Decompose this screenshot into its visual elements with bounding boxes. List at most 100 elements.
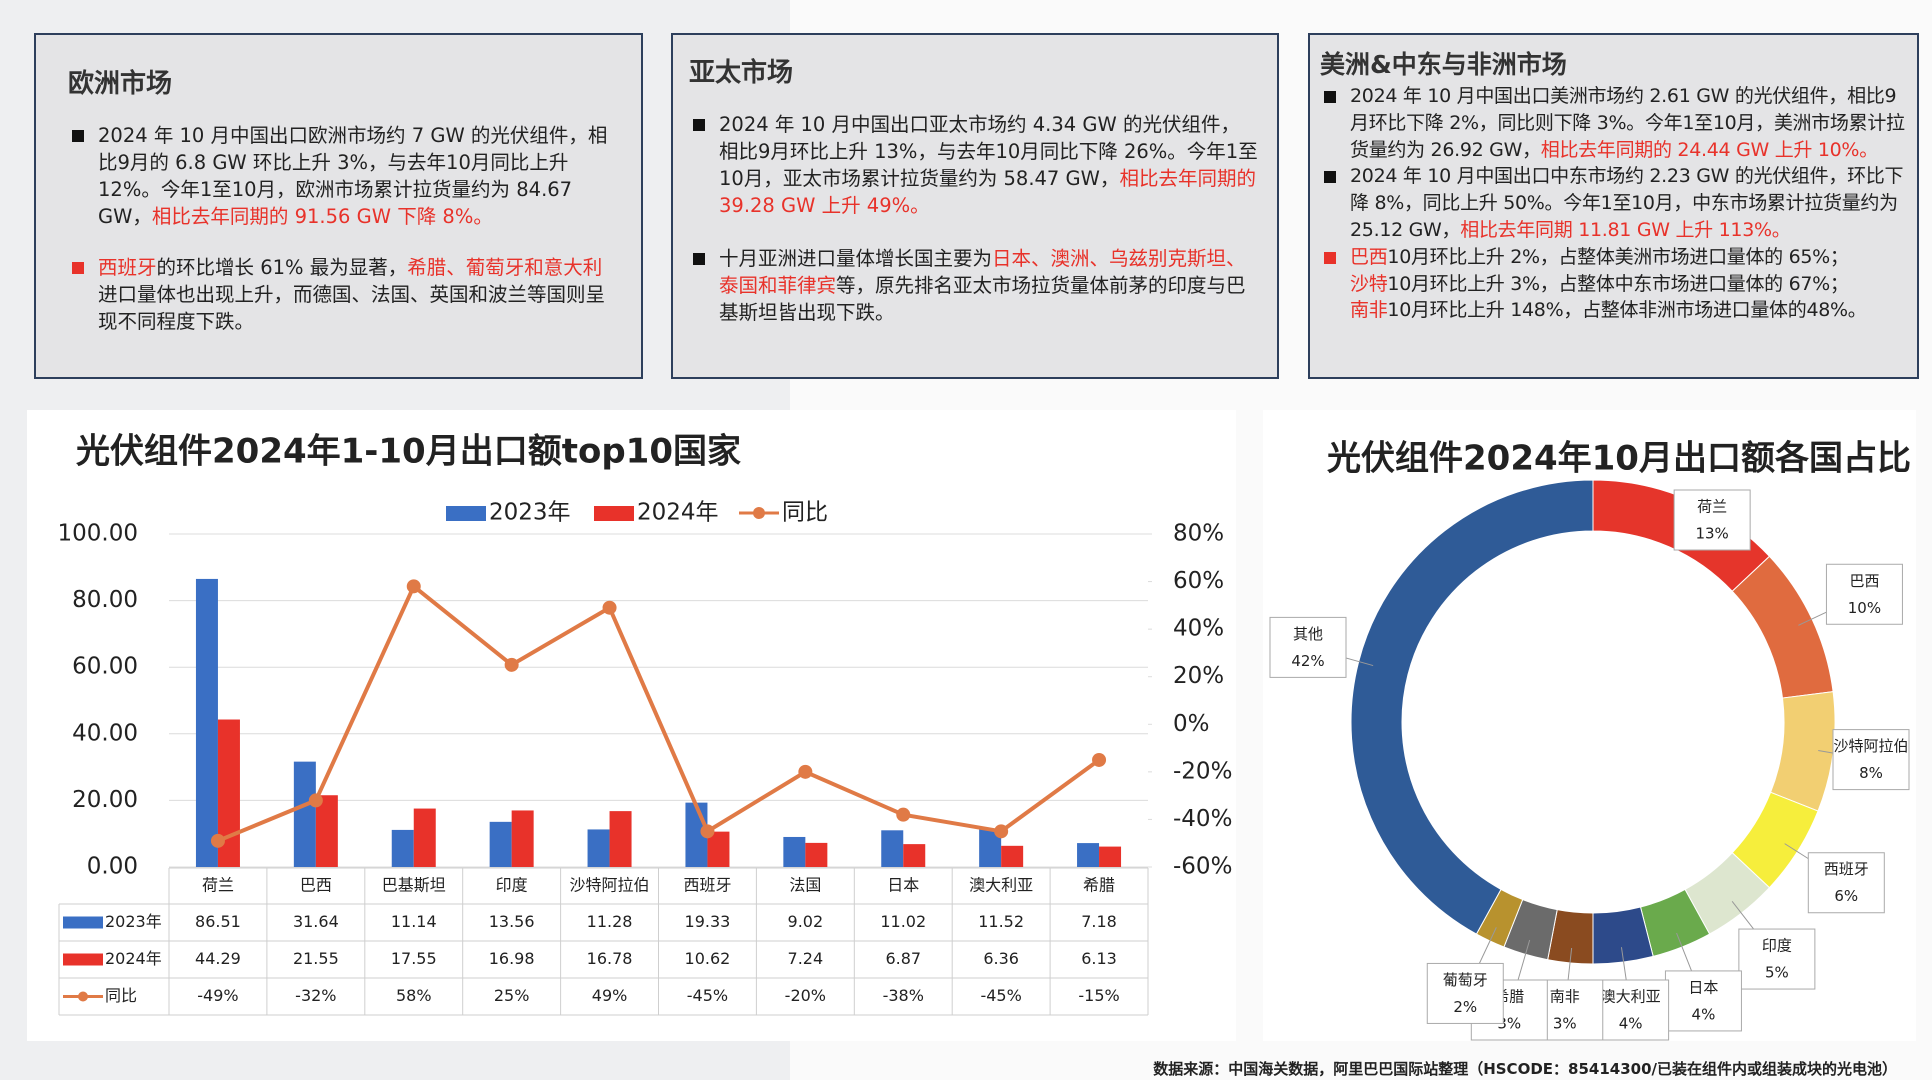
label-box: [1832, 729, 1910, 791]
source-note: 数据来源：中国海关数据，阿里巴巴国际站整理（HSCODE：85414300/已装…: [1153, 1060, 1897, 1078]
table-value: 16.78: [587, 949, 633, 968]
y2-tick-label: 80%: [1173, 521, 1224, 547]
body-text: 2024 年 10 月中国出口美洲市场约 2.61 GW 的光伏组件，相比9月环…: [1350, 85, 1905, 161]
x-tick-label: 西班牙: [683, 876, 731, 895]
table-value: 58%: [396, 986, 432, 1005]
line-point: [406, 579, 421, 594]
slice-label: 葡萄牙: [1443, 971, 1488, 989]
table-value: -15%: [1078, 986, 1119, 1005]
y-tick-label: 20.00: [72, 787, 138, 813]
table-value: 19.33: [685, 912, 731, 931]
bar-line-chart: 光伏组件2024年1-10月出口额top10国家 0.00 20.00 40.00 60…: [27, 410, 1236, 1041]
x-tick-label: 日本: [887, 876, 919, 895]
label-box: [1426, 962, 1504, 1024]
panel-title: 美洲&中东与非洲市场: [1320, 50, 1567, 79]
text-line: 2024 年 10 月中国出口中东市场约 2.23 GW 的光伏组件，环比下降 …: [1350, 163, 1913, 243]
slice-value: 4%: [1692, 1005, 1716, 1023]
slice-value: 2%: [1453, 998, 1477, 1016]
slice-label: 沙特阿拉伯: [1833, 737, 1908, 755]
text-line: 十月亚洲进口量体增长国主要为日本、澳洲、乌兹别克斯坦、泰国和菲律宾等，原先排名亚…: [719, 245, 1259, 326]
bar: [1099, 846, 1122, 867]
bar: [1077, 843, 1100, 867]
table-value: 9.02: [788, 912, 824, 931]
bar: [293, 761, 316, 867]
bar: [707, 831, 730, 867]
y-tick-label: 80.00: [72, 587, 138, 613]
bullet-paragraph: 巴西10月环比上升 2%，占整体美洲市场进口量体的 65%； 沙特10月环比上升 …: [1320, 244, 1913, 324]
y2-tick-label: -40%: [1173, 806, 1232, 832]
slice-label: 南非: [1550, 988, 1580, 1006]
table-value: -32%: [295, 986, 336, 1005]
label-box: [1664, 970, 1742, 1032]
table-value: 11.52: [978, 912, 1024, 931]
slice-value: 10%: [1848, 599, 1881, 617]
chart-title: 光伏组件2024年10月出口额各国占比: [1327, 439, 1911, 479]
x-tick-label: 沙特阿拉伯: [570, 876, 650, 895]
legend-label: 2023年: [489, 500, 571, 526]
slice-label: 西班牙: [1824, 860, 1869, 878]
table-value: 49%: [592, 986, 628, 1005]
table-value: 16.98: [489, 949, 535, 968]
bar: [881, 830, 904, 867]
slice-label: 其他: [1293, 625, 1323, 643]
line: [217, 583, 1101, 843]
bullet-marker: [72, 130, 84, 142]
x-tick-label: 法国: [789, 876, 821, 895]
slice-value: 8%: [1859, 764, 1883, 782]
table-value: 6.13: [1081, 949, 1117, 968]
highlight-text: 西班牙: [98, 256, 157, 279]
europe-panel: 欧洲市场 2024 年 10 月中国出口欧洲市场约 7 GW 的光伏组件，相比9月…: [34, 33, 643, 379]
legend-key: [594, 506, 634, 521]
text-line: 西班牙的环比增长 61% 最为显著，希腊、葡萄牙和意大利进口量体也出现上升，而德…: [98, 254, 619, 335]
donut-slice: [1731, 555, 1834, 699]
slice-label: 日本: [1688, 978, 1718, 996]
table-key: [63, 916, 103, 929]
line-point: [896, 807, 911, 822]
x-tick-label: 荷兰: [202, 876, 234, 895]
table-row-label: 同比: [105, 986, 137, 1005]
table-value: -20%: [785, 986, 826, 1005]
text-line: 2024 年 10 月中国出口美洲市场约 2.61 GW 的光伏组件，相比9月环…: [1350, 83, 1913, 163]
legend-label: 同比: [782, 500, 828, 526]
bullet-marker: [693, 119, 705, 131]
bar: [489, 821, 512, 867]
y2-tick-label: 40%: [1173, 616, 1224, 642]
bullet-paragraph: 2024 年 10 月中国出口欧洲市场约 7 GW 的光伏组件，相比9月的 6.…: [68, 122, 619, 230]
y-tick-label: 0.00: [87, 854, 138, 880]
body-text: 2024 年 10 月中国出口亚太市场约 4.34 GW 的光伏组件，相比9月环…: [719, 113, 1258, 190]
text-line: 南非10月环比上升 148%，占整体非洲市场进口量体的48%。: [1350, 297, 1913, 324]
line-point: [700, 824, 715, 839]
highlight-text: 相比去年同期 11.81 GW 上升 113%。: [1460, 218, 1791, 241]
bar: [413, 808, 436, 867]
apac-panel: 亚太市场 2024 年 10 月中国出口亚太市场约 4.34 GW 的光伏组件，相…: [671, 33, 1279, 379]
bullet-paragraph: 2024 年 10 月中国出口中东市场约 2.23 GW 的光伏组件，环比下降 …: [1320, 163, 1913, 243]
bar: [903, 844, 926, 867]
table-value: 17.55: [391, 949, 437, 968]
highlight-text: 相比去年同期的 39.28 GW 上升 49%。: [719, 167, 1256, 217]
text-line: 2024 年 10 月中国出口欧洲市场约 7 GW 的光伏组件，相比9月的 6.…: [98, 122, 619, 230]
bar: [217, 719, 240, 867]
table-value: 7.24: [788, 949, 824, 968]
slice-value: 3%: [1553, 1015, 1577, 1033]
table-value: 31.64: [293, 912, 339, 931]
y2-tick-label: -60%: [1173, 854, 1232, 880]
bar: [511, 810, 534, 867]
legend-label: 2024年: [637, 500, 719, 526]
highlight-text: 巴西: [1350, 245, 1388, 268]
table-value: 44.29: [195, 949, 241, 968]
label-box: [1738, 928, 1816, 990]
bullet-marker: [1324, 171, 1336, 184]
label-box: [1807, 852, 1885, 914]
text-line: 2024 年 10 月中国出口亚太市场约 4.34 GW 的光伏组件，相比9月环…: [719, 111, 1259, 219]
line-point: [602, 600, 617, 615]
bar: [195, 578, 218, 867]
slice-label: 印度: [1762, 937, 1792, 955]
y2-tick-label: -20%: [1173, 758, 1232, 784]
panel-title: 欧洲市场: [68, 69, 173, 99]
line-point: [210, 833, 225, 848]
body-text: 进口量体也出现上升，而德国、法国、英国和波兰等国则呈现不同程度下跌。: [98, 283, 606, 333]
donut-slice: [1350, 479, 1594, 935]
slice-value: 6%: [1834, 887, 1858, 905]
bullet-paragraph: 2024 年 10 月中国出口亚太市场约 4.34 GW 的光伏组件，相比9月环…: [689, 111, 1259, 219]
x-tick-label: 巴基斯坦: [382, 876, 446, 895]
